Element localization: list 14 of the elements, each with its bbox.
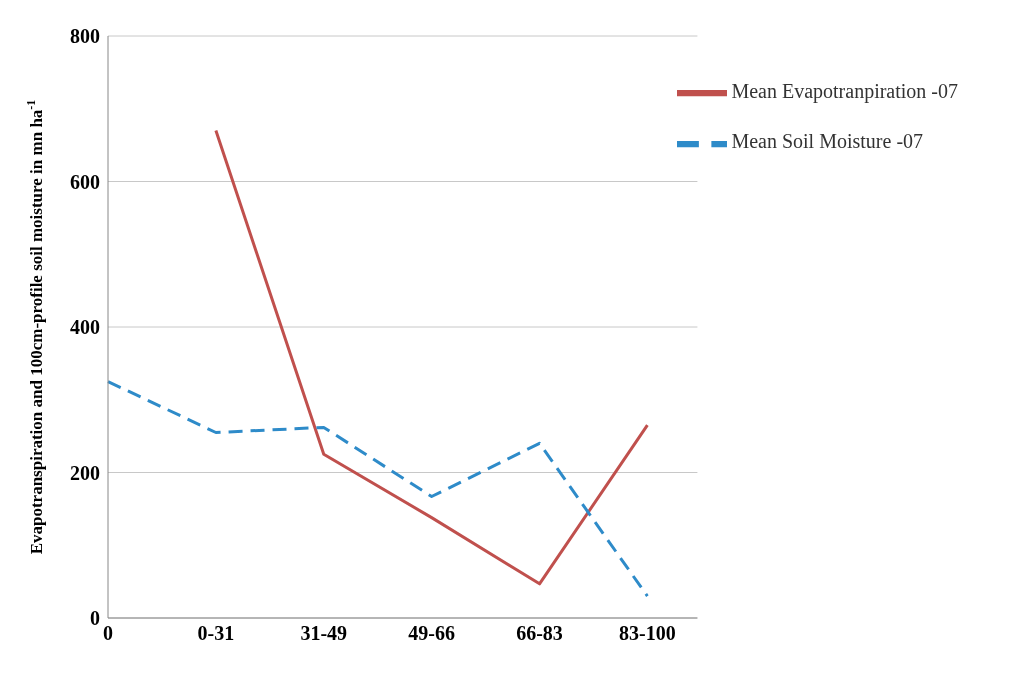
line-series (106, 380, 649, 598)
y-tick-label: 200 (70, 461, 100, 484)
x-tick-label: 31-49 (300, 622, 348, 645)
x-tick-label: 0-31 (197, 622, 235, 645)
legend-label: Mean Soil Moisture -07 (731, 130, 924, 153)
y-tick-label: 0 (90, 607, 100, 630)
y-tick-label: 400 (70, 316, 100, 339)
y-tick-label: 600 (70, 170, 100, 193)
x-tick-label: 83-100 (619, 622, 676, 645)
x-tick-label: 49-66 (408, 622, 455, 645)
x-tick-label: 66-83 (516, 622, 563, 645)
legend-label: Mean Evapotranpiration -07 (731, 80, 958, 102)
line-series (214, 129, 649, 586)
y-tick-label: 800 (70, 25, 100, 48)
